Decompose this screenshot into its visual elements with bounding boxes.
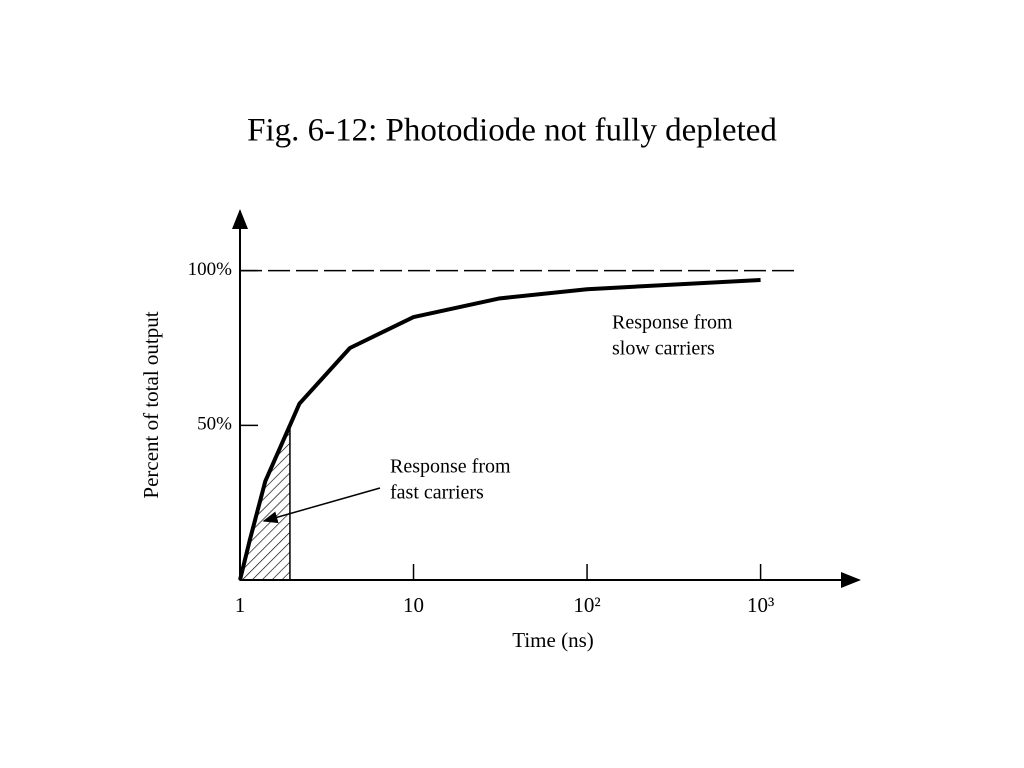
y-tick-label: 50%	[197, 414, 232, 435]
y-tick-label: 100%	[188, 259, 233, 280]
annotation: Response from	[612, 312, 733, 334]
chart-title: Fig. 6-12: Photodiode not fully depleted	[247, 113, 777, 149]
annotation-arrow	[262, 487, 381, 524]
annotation: fast carriers	[390, 482, 484, 504]
x-tick-label: 10	[403, 593, 424, 617]
x-tick-label: 10²	[573, 593, 600, 617]
x-tick-label: 10³	[747, 593, 774, 617]
x-tick-label: 1	[235, 593, 246, 617]
annotation: Response from	[390, 456, 511, 478]
x-axis-label: Time (ns)	[512, 628, 594, 652]
annotation: slow carriers	[612, 338, 715, 360]
curve	[238, 277, 761, 581]
y-axis-label: Percent of total output	[139, 311, 163, 498]
